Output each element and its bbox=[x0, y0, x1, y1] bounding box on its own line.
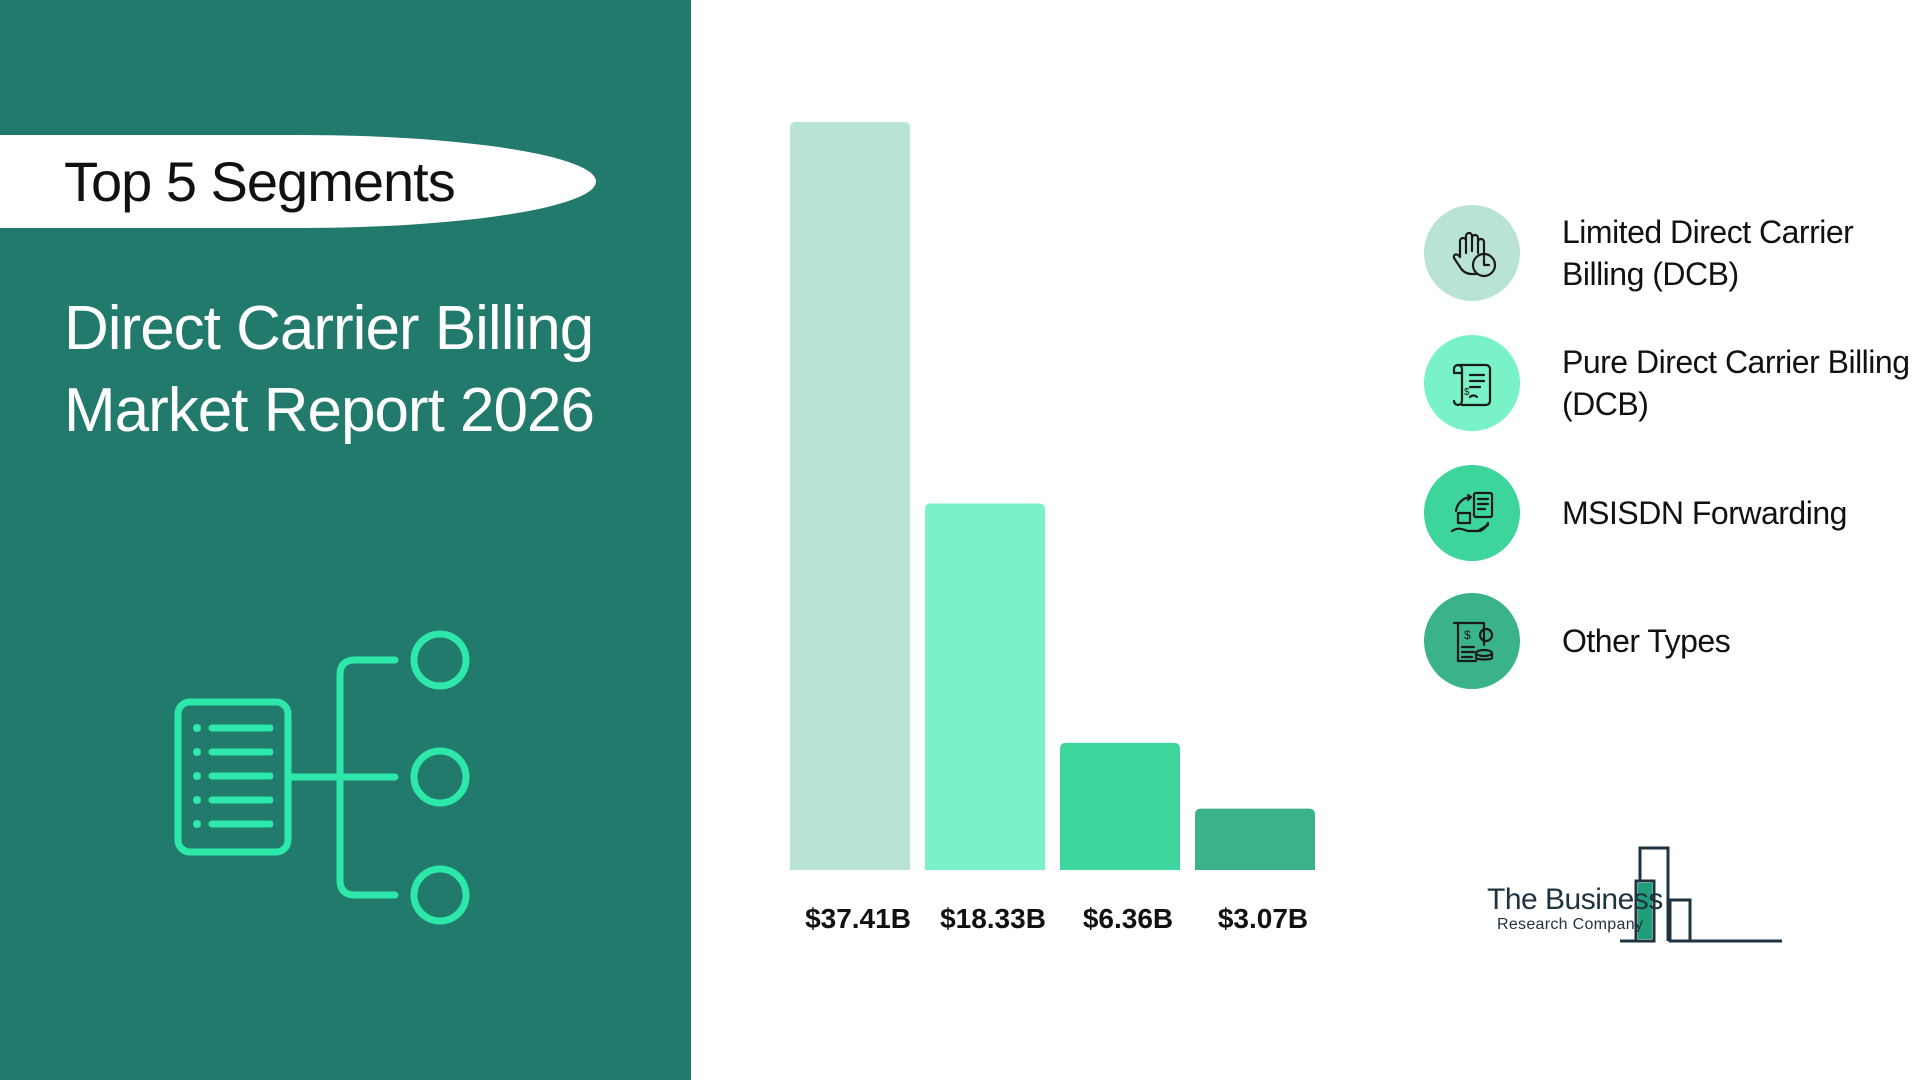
left-panel: Top 5 Segments Direct Carrier Billing Ma… bbox=[0, 0, 691, 1080]
segments-pill: Top 5 Segments bbox=[0, 135, 596, 228]
value-label-3: $6.36B bbox=[1083, 903, 1173, 934]
bars-group bbox=[790, 122, 1315, 870]
logo-text-line1: The Business bbox=[1487, 883, 1663, 916]
value-label-2: $18.33B bbox=[940, 903, 1046, 934]
company-logo: The Business Research Company bbox=[1480, 845, 1790, 945]
invoice-coins-icon: $ bbox=[1424, 593, 1520, 689]
bar-chart: $37.41B $18.33B $6.36B $3.07B bbox=[790, 122, 1315, 934]
bar-2 bbox=[925, 503, 1045, 870]
bar-3 bbox=[1060, 742, 1180, 870]
svg-text:$: $ bbox=[1464, 628, 1471, 642]
legend-label-2: Pure Direct Carrier Billing (DCB) bbox=[1562, 344, 1910, 422]
pill-label: Top 5 Segments bbox=[64, 150, 456, 213]
value-labels-group: $37.41B $18.33B $6.36B $3.07B bbox=[805, 903, 1308, 934]
bar-4 bbox=[1195, 808, 1315, 870]
report-title-line1: Direct Carrier Billing bbox=[64, 294, 594, 363]
report-title: Direct Carrier Billing Market Report 202… bbox=[64, 288, 684, 452]
document-tree-icon bbox=[174, 630, 470, 925]
value-label-1: $37.41B bbox=[805, 903, 911, 934]
bill-scroll-icon: $ bbox=[1424, 335, 1520, 431]
legend-item-2: $ Pure Direct Carrier Billing (DCB) bbox=[1424, 335, 1920, 431]
logo-bars-icon bbox=[1620, 846, 1782, 943]
legend-item-4: $ Other Types bbox=[1424, 593, 1920, 689]
bar-1 bbox=[790, 122, 910, 870]
legend-label-1: Limited Direct Carrier Billing (DCB) bbox=[1562, 214, 1854, 292]
legend-item-1: Limited Direct Carrier Billing (DCB) bbox=[1424, 205, 1920, 301]
logo-text-line2: Research Company bbox=[1497, 916, 1644, 933]
legend-item-3: MSISDN Forwarding bbox=[1424, 465, 1920, 561]
value-label-4: $3.07B bbox=[1218, 903, 1308, 934]
legend-label-4: Other Types bbox=[1562, 623, 1731, 659]
hand-clock-icon bbox=[1424, 205, 1520, 301]
svg-text:$: $ bbox=[1464, 387, 1470, 398]
legend-label-3: MSISDN Forwarding bbox=[1562, 495, 1847, 531]
payment-transfer-icon bbox=[1424, 465, 1520, 561]
report-title-line2: Market Report 2026 bbox=[64, 376, 595, 445]
